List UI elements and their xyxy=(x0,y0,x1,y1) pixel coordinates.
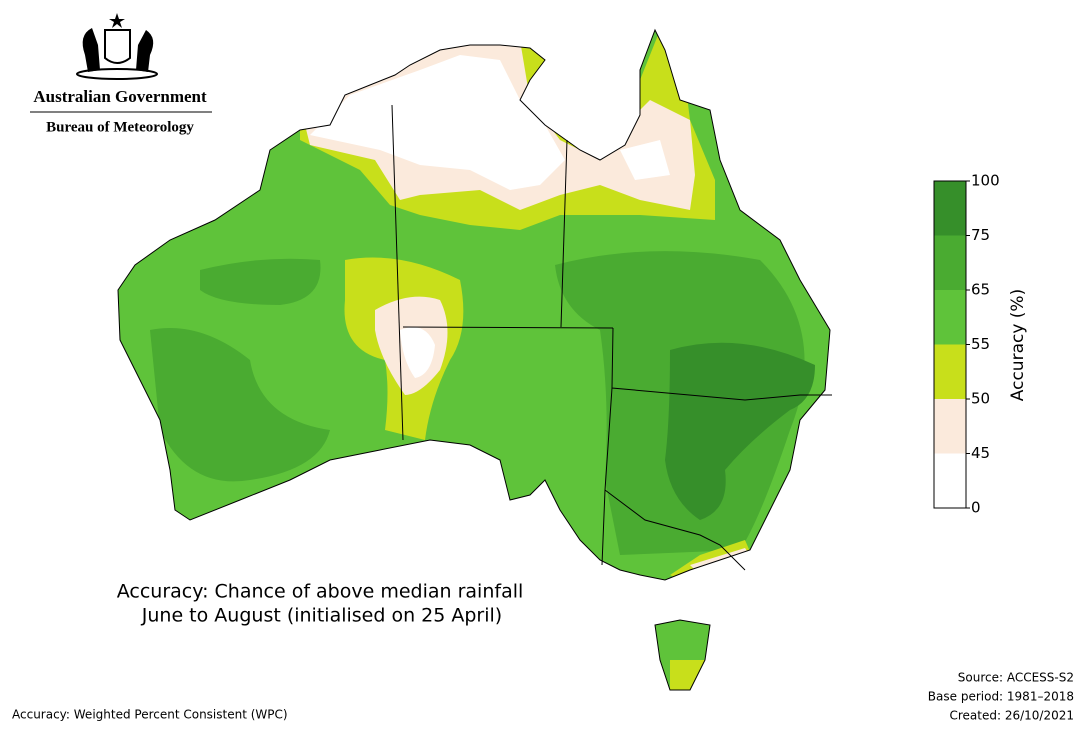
agency-name: Australian Government xyxy=(33,87,207,106)
state-borders xyxy=(391,104,832,571)
legend-swatch xyxy=(934,453,966,508)
legend-swatch xyxy=(934,344,966,399)
legend-title: Accuracy (%) xyxy=(1008,289,1028,401)
region xyxy=(150,328,330,482)
region xyxy=(400,327,435,378)
legend-swatch xyxy=(934,399,966,454)
legend: 0 45 50 55 65 75 100 xyxy=(933,172,1000,517)
legend-swatch xyxy=(934,181,966,236)
legend-swatch xyxy=(934,290,966,345)
footer-metric: Accuracy: Weighted Percent Consistent (W… xyxy=(12,708,288,722)
footer-base: Base period: 1981–2018 xyxy=(928,690,1074,704)
legend-tick-label: 75 xyxy=(971,226,990,244)
region xyxy=(665,342,815,520)
footer-source: Source: ACCESS-S2 xyxy=(958,671,1074,685)
region xyxy=(620,140,670,180)
legend-swatch xyxy=(934,235,966,290)
bureau-name: Bureau of Meteorology xyxy=(46,119,194,135)
region xyxy=(310,55,565,190)
legend-tick-label: 100 xyxy=(971,172,1000,190)
map-title: Accuracy: Chance of above median rainfal… xyxy=(117,581,524,603)
footer-created: Created: 26/10/2021 xyxy=(949,709,1074,723)
region xyxy=(200,258,321,305)
map-subtitle: June to August (initialised on 25 April) xyxy=(141,605,502,627)
legend-tick-label: 50 xyxy=(971,390,990,408)
legend-tick-label: 0 xyxy=(971,499,981,517)
coat-of-arms xyxy=(76,13,158,80)
legend-tick-label: 65 xyxy=(971,281,990,299)
legend-tick-label: 45 xyxy=(971,444,990,462)
legend-tick-label: 55 xyxy=(971,335,990,353)
